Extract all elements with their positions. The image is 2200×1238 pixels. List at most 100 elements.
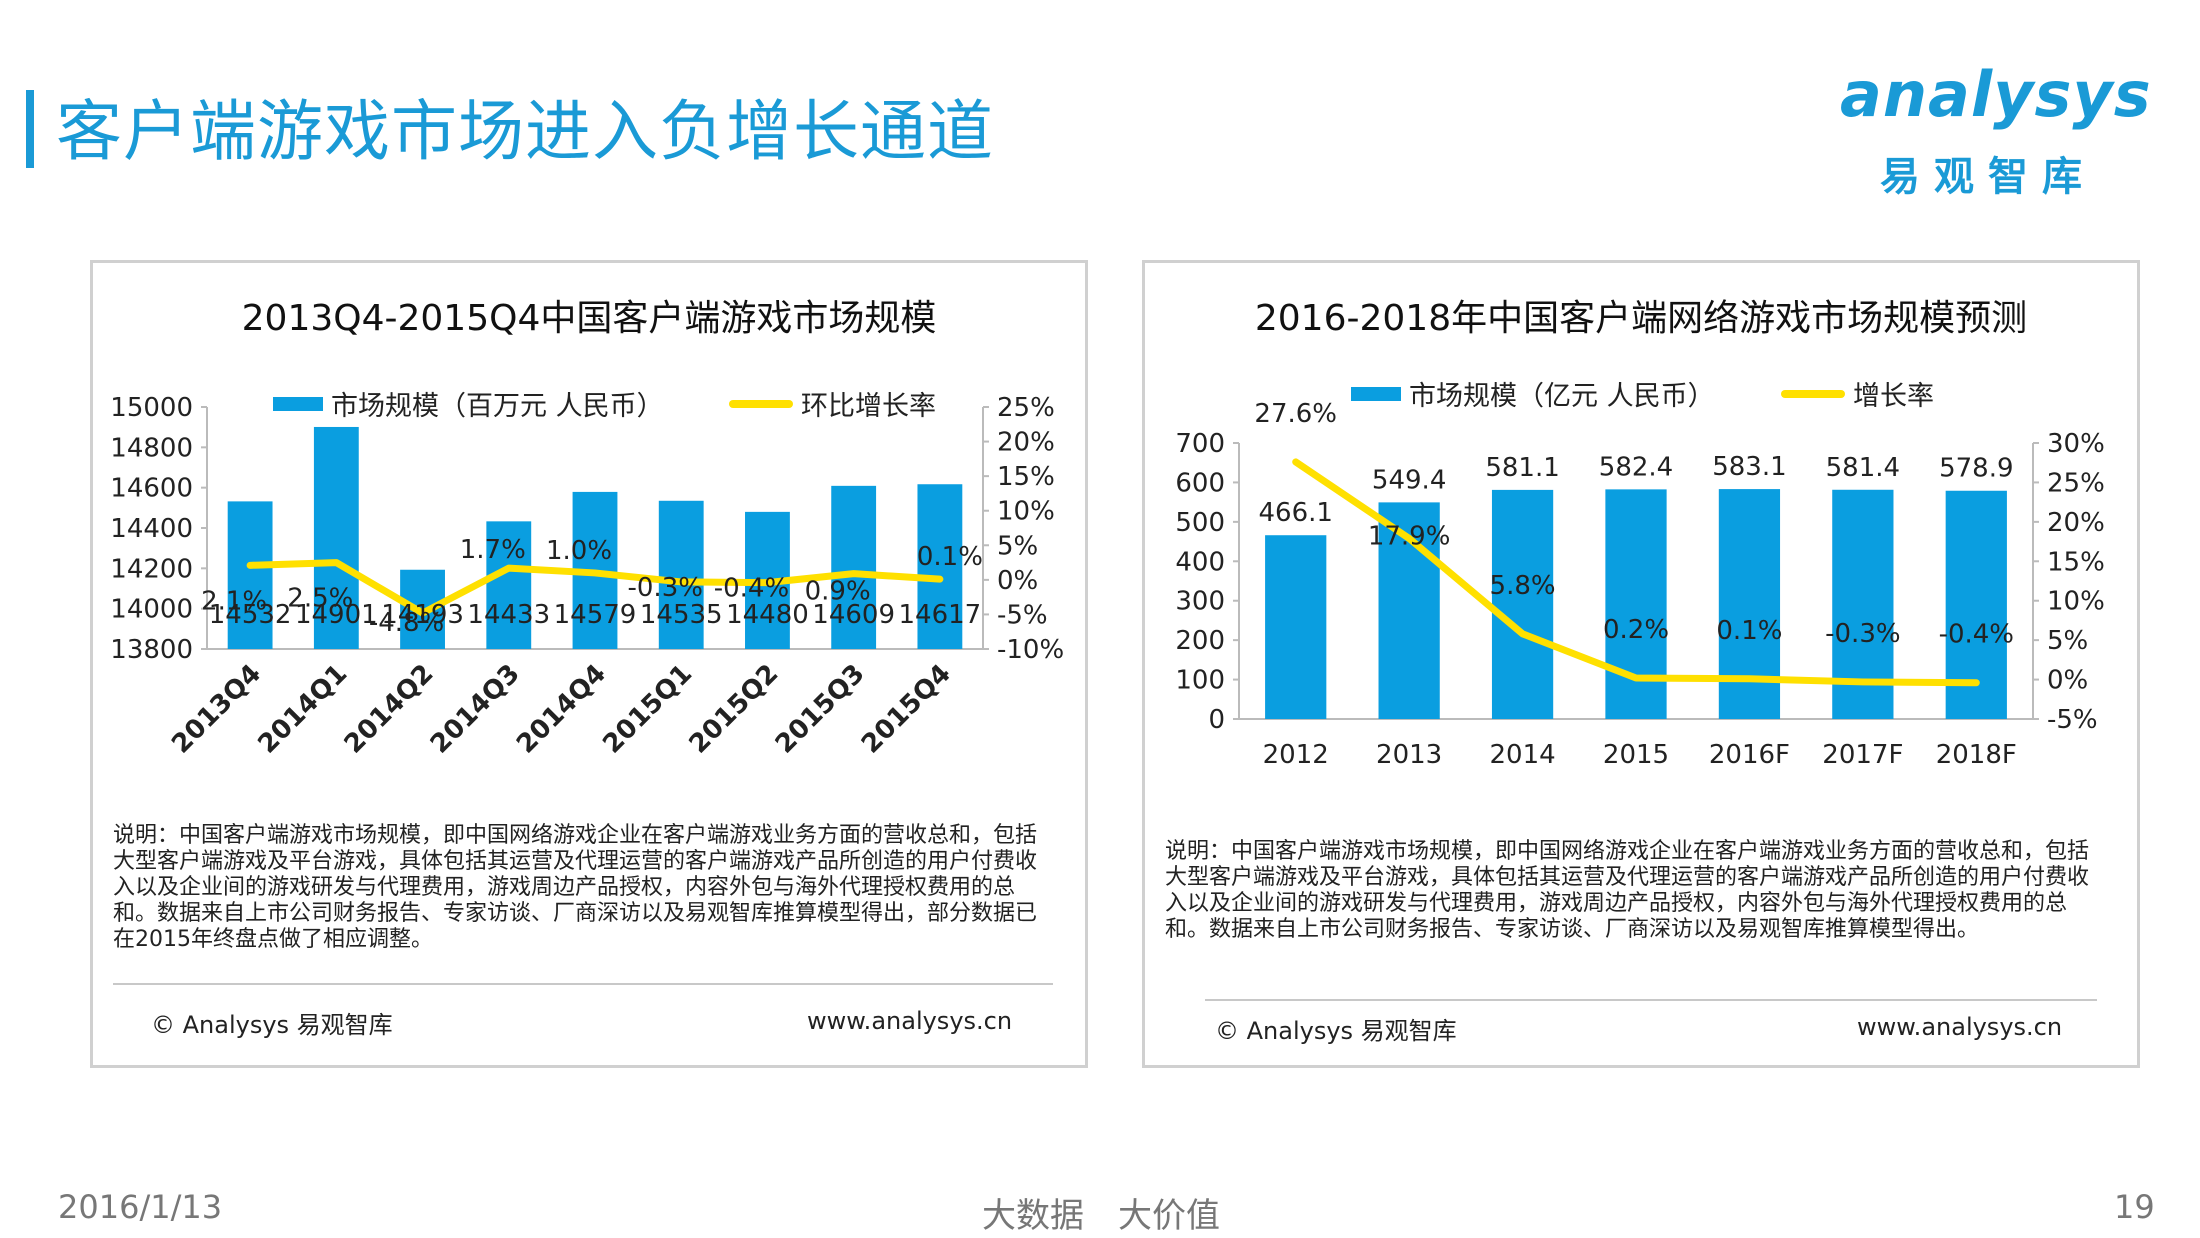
right-axis-tick-label: 10%: [2047, 587, 2105, 617]
left-axis-tick-label: 700: [1175, 429, 1225, 459]
x-tick-label-2014Q4: 2014Q4: [511, 659, 612, 760]
growth-rate-label: -0.4%: [714, 574, 789, 604]
growth-rate-label: -0.4%: [1939, 620, 2014, 650]
left-site-link[interactable]: www.analysys.cn: [807, 1007, 1013, 1035]
right-axis-tick-label: 20%: [2047, 508, 2105, 538]
bar-value-label: 14532: [209, 600, 292, 630]
left-axis-tick-label: 0: [1208, 705, 1225, 735]
left-axis-tick-label: 14000: [110, 595, 193, 625]
bar-value-label: 14609: [812, 600, 895, 630]
right-chart-note: 说明：中国客户端游戏市场规模，即中国网络游戏企业在客户端游戏业务方面的营收总和，…: [1165, 839, 2090, 942]
bar-value-label: 14579: [554, 600, 637, 630]
right-axis-tick-label: 0%: [997, 566, 1038, 596]
left-axis-tick-label: 14800: [110, 433, 193, 463]
growth-rate-label: 0.9%: [805, 577, 871, 607]
right-axis-tick-label: 10%: [997, 497, 1055, 527]
right-axis-tick-label: 30%: [2047, 429, 2105, 459]
bar-value-label: 14901: [295, 600, 378, 630]
left-chart-title: 2013Q4-2015Q4中国客户端游戏市场规模: [241, 298, 937, 339]
analysys-logo: analysys 易观智库: [1840, 58, 2160, 200]
x-tick-label-2015Q3: 2015Q3: [770, 659, 871, 760]
bar-value-label: 14193: [381, 600, 464, 630]
bar-2015Q1: [658, 500, 704, 649]
left-axis-tick-label: 14200: [110, 554, 193, 584]
growth-rate-line: [1292, 458, 1980, 687]
right-axis-tick-label: 25%: [997, 393, 1055, 423]
right-axis-tick-label: 0%: [2047, 666, 2088, 696]
bar-2014Q1: [313, 426, 359, 649]
right-chart: 700 600 500 400 300 200 100 0 30% 25% 20% 15% 10% 5% 0…: [1175, 381, 2105, 770]
bar-value-label: 582.4: [1599, 452, 1673, 482]
right-axis-tick-label: 25%: [2047, 468, 2105, 498]
x-tick-label-2013Q4: 2013Q4: [166, 659, 267, 760]
legend-bar-label: 市场规模（百万元 人民币）: [331, 391, 664, 422]
legend-bar-swatch: [273, 397, 323, 411]
bar-value-label: 14617: [899, 600, 982, 630]
left-axis-tick-label: 400: [1175, 547, 1225, 577]
right-copyright: © Analysys 易观智库: [1215, 1017, 1457, 1045]
x-tick-label-2014Q2: 2014Q2: [339, 659, 440, 760]
left-chart: 15000 14800 14600 14400 14200 14000 13800 25% 20…: [110, 391, 1064, 760]
legend-line-label: 增长率: [1853, 381, 1934, 412]
growth-rate-label: 17.9%: [1368, 521, 1451, 551]
right-axis-tick-label: 5%: [997, 531, 1038, 561]
left-axis-tick-label: 14600: [110, 474, 193, 504]
right-axis-tick-label: -10%: [997, 635, 1064, 665]
growth-rate-label: 2.5%: [287, 584, 353, 614]
x-tick-label-2015Q4: 2015Q4: [856, 659, 957, 760]
bar-value-label: 581.1: [1485, 453, 1559, 483]
bar-2014Q3: [486, 521, 532, 649]
x-tick-label-2016F: 2016F: [1709, 740, 1790, 770]
right-axis-tick-label: -5%: [997, 600, 1048, 630]
left-axis-tick-label: 300: [1175, 587, 1225, 617]
left-axis-tick-label: 15000: [110, 393, 193, 423]
left-chart-panel: 2013Q4-2015Q4中国客户端游戏市场规模 15000 14800 14600…: [90, 260, 1088, 1068]
growth-rate-label: 0.1%: [1716, 616, 1782, 646]
growth-rate-label: -0.3%: [628, 573, 703, 603]
bar-value-label: 466.1: [1258, 498, 1332, 528]
right-chart-panel: 2016-2018年中国客户端网络游戏市场规模预测 700 600 500 400 30…: [1142, 260, 2140, 1068]
right-site-link[interactable]: www.analysys.cn: [1857, 1013, 2063, 1041]
x-tick-label-2012: 2012: [1263, 740, 1329, 770]
bar-2015: [1605, 489, 1667, 719]
left-chart-note: 说明：中国客户端游戏市场规模，即中国网络游戏企业在客户端游戏业务方面的营收总和，…: [113, 823, 1038, 952]
growth-rate-label: 2.1%: [201, 586, 267, 616]
legend-line-label: 环比增长率: [801, 391, 936, 422]
bar-value-label: 581.4: [1826, 453, 1900, 483]
right-chart-title: 2016-2018年中国客户端网络游戏市场规模预测: [1254, 298, 2028, 339]
title-accent-bar: [26, 90, 34, 168]
growth-rate-label: 5.8%: [1490, 571, 1556, 601]
left-axis-tick-label: 13800: [110, 635, 193, 665]
left-axis-tick-label: 200: [1175, 626, 1225, 656]
right-axis-tick-label: -5%: [2047, 705, 2098, 735]
bar-2014: [1491, 489, 1554, 719]
x-tick-label-2017F: 2017F: [1822, 740, 1903, 770]
legend-bar-label: 市场规模（亿元 人民币）: [1409, 381, 1715, 412]
growth-rate-label: 0.1%: [917, 542, 983, 572]
bar-value-label: 549.4: [1372, 465, 1446, 495]
bar-2013Q4: [227, 501, 273, 649]
left-axis-tick-label: 100: [1175, 666, 1225, 696]
logo-wordmark: analysys: [1840, 58, 2152, 131]
bar-2016F: [1718, 489, 1781, 719]
legend-bar-swatch: [1351, 387, 1401, 401]
growth-rate-label: 27.6%: [1254, 399, 1337, 429]
right-axis-tick-label: 20%: [997, 428, 1055, 458]
footer-date: 2016/1/13: [58, 1188, 223, 1226]
left-axis-tick-label: 500: [1175, 508, 1225, 538]
x-tick-label-2015: 2015: [1603, 740, 1669, 770]
left-divider: [113, 983, 1053, 985]
growth-rate-label: 0.2%: [1603, 615, 1669, 645]
bar-2015Q4: [917, 484, 963, 649]
x-tick-label-2014: 2014: [1489, 740, 1555, 770]
bar-value-label: 14480: [726, 600, 809, 630]
growth-rate-label: -4.8%: [369, 608, 444, 638]
x-tick-label-2013: 2013: [1376, 740, 1442, 770]
growth-rate-label: 1.0%: [546, 536, 612, 566]
page-number: 19: [2114, 1188, 2155, 1226]
bar-value-label: 583.1: [1712, 452, 1786, 482]
right-divider: [1205, 999, 2097, 1001]
left-axis-tick-label: 600: [1175, 468, 1225, 498]
bar-value-label: 14433: [467, 600, 550, 630]
x-tick-label-2015Q1: 2015Q1: [597, 659, 698, 760]
